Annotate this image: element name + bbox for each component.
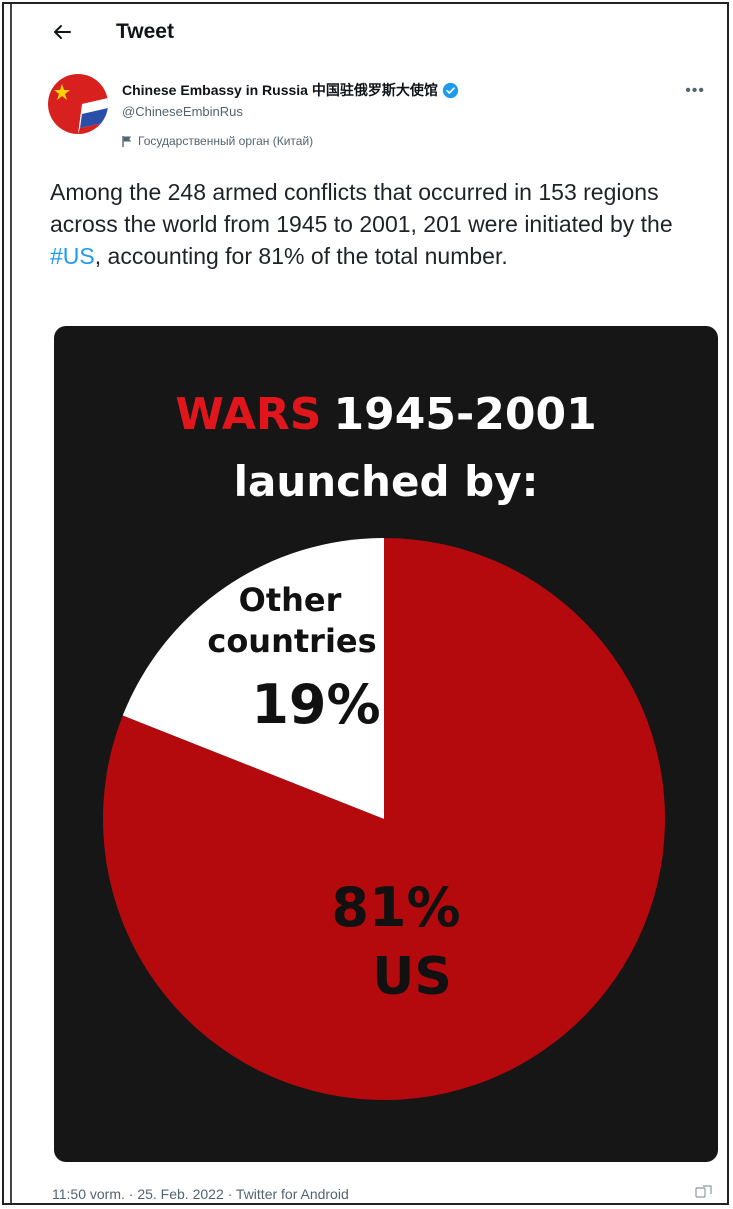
pie-slice-us	[102, 538, 665, 1100]
pie-slices	[102, 538, 665, 1100]
header-title: Tweet	[116, 20, 174, 43]
chart-subtitle: launched by:	[234, 457, 539, 506]
slice-label-other-countries: Other	[239, 581, 342, 619]
chart-title: WARS 1945-2001	[175, 389, 596, 440]
translate-icon[interactable]	[695, 1184, 713, 1202]
chart-title-highlight: WARS	[175, 389, 321, 440]
pie-chart: WARS 1945-2001 launched by: Othercountrie…	[102, 389, 665, 1100]
back-arrow-icon[interactable]	[50, 20, 74, 44]
slice-value-us: 81%	[331, 876, 460, 939]
tweet-text-part: , accounting for 81% of the total number…	[94, 243, 508, 269]
tweet-image[interactable]: WARS 1945-2001 launched by: Other countrie…	[54, 326, 718, 1162]
government-label-text: Государственный орган (Китай)	[138, 134, 314, 148]
avatar[interactable]	[48, 74, 108, 134]
government-label: Государственный орган (Китай)	[122, 134, 313, 148]
slice-label-other-countries: countries	[207, 622, 376, 660]
author-handle[interactable]: @ChineseEmbinRus	[122, 104, 243, 119]
author-display-name[interactable]: Chinese Embassy in Russia 中国驻俄罗斯大使馆	[122, 82, 438, 98]
tweet-text: Among the 248 armed conflicts that occur…	[50, 176, 710, 272]
chart-title-years: 1945-2001	[334, 389, 597, 440]
slice-value-other-countries: 19%	[251, 673, 380, 736]
flag-avatar-image	[48, 74, 108, 134]
tweet-author: Chinese Embassy in Russia 中国驻俄罗斯大使馆 @Chi…	[48, 74, 717, 164]
tweet-metadata: 11:50 vorm. · 25. Feb. 2022 · Twitter fo…	[52, 1186, 349, 1202]
slice-label-us: US	[372, 947, 452, 1007]
flag-icon	[122, 136, 132, 147]
more-options-icon[interactable]: •••	[685, 82, 705, 99]
pie-slice-other-countries	[122, 538, 384, 819]
author-name-row: Chinese Embassy in Russia 中国驻俄罗斯大使馆	[122, 80, 459, 100]
header-bar: Tweet	[4, 4, 727, 62]
verified-badge-icon	[442, 82, 459, 98]
tweet-text-part: Among the 248 armed conflicts that occur…	[50, 179, 673, 237]
hashtag-link[interactable]: #US	[50, 243, 95, 269]
